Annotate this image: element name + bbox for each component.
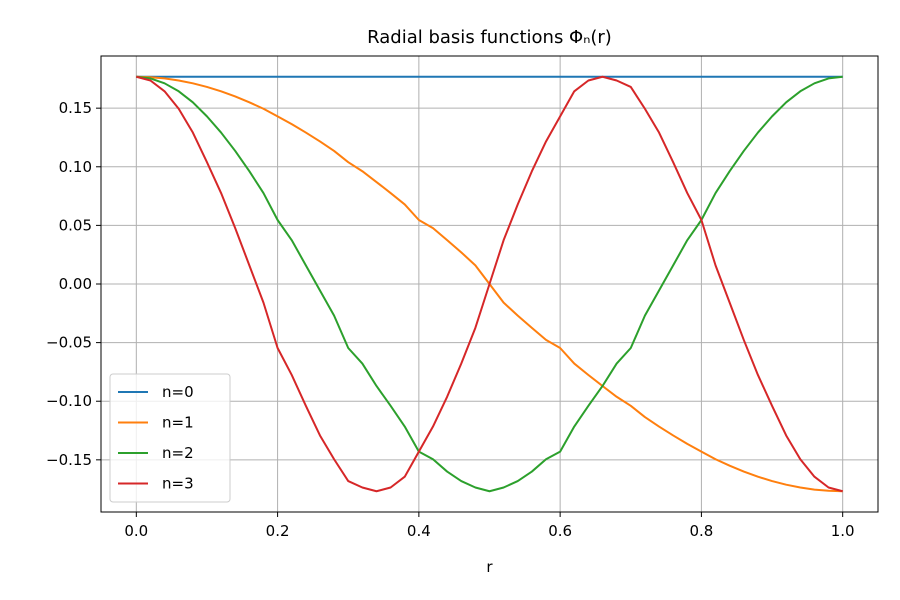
y-tick-label: −0.05 [46,334,92,352]
x-tick-label: 0.8 [689,522,713,540]
legend-label: n=3 [162,475,194,493]
legend-entries: n=0 n=1 n=2 n=3 [118,383,194,493]
y-tick-label: 0.15 [59,99,92,117]
series-lines [136,75,843,493]
x-tick-label: 1.0 [831,522,855,540]
y-tick-label: 0.10 [59,158,92,176]
series-line-n=2 [136,75,843,493]
x-tick-label: 0.0 [124,522,148,540]
legend-box [109,373,231,503]
x-tick-label: 0.2 [266,522,290,540]
legend-label: n=1 [162,414,194,432]
y-tick-label: −0.15 [46,451,92,469]
x-tick-label: 0.6 [548,522,572,540]
legend: n=0 n=1 n=2 n=3 [109,373,231,503]
y-tick-label: −0.10 [46,392,92,410]
y-tick-label: 0.00 [59,275,92,293]
x-axis-label: r [486,558,493,576]
series-line-n=3 [136,75,843,493]
y-tick-label: 0.05 [59,216,92,234]
chart-title: Radial basis functions Φₙ(r) [367,27,612,48]
legend-label: n=0 [162,383,194,401]
x-tick-label: 0.4 [407,522,431,540]
y-axis-ticks: 0.15 0.10 0.05 0.00 −0.05 −0.10 −0.15 [46,99,101,469]
legend-label: n=2 [162,444,194,462]
x-axis-ticks: 0.0 0.2 0.4 0.6 0.8 1.0 [124,512,855,540]
